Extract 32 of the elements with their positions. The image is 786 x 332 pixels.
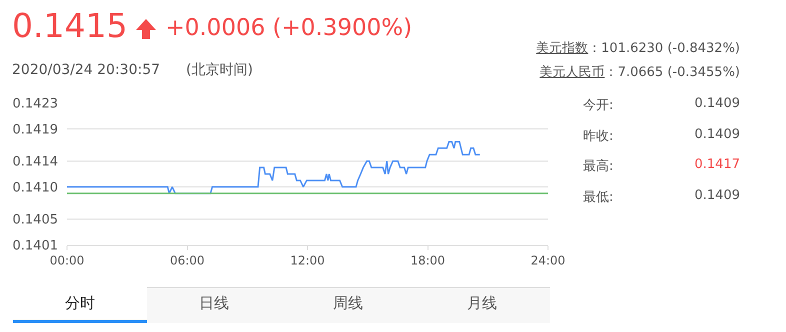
x-tick-label: 18:00 xyxy=(410,253,446,268)
x-tick-label: 24:00 xyxy=(530,253,566,268)
text: 日线 xyxy=(199,294,229,312)
text: 月线 xyxy=(467,294,497,312)
text: 美元人民币 xyxy=(540,65,605,80)
x-tick-label: 12:00 xyxy=(290,253,325,268)
text: ：101.6230 (-0.8432%) xyxy=(588,41,740,56)
y-tick-label: 0.1414 xyxy=(12,154,58,170)
text: 最高: xyxy=(583,159,614,174)
text: ：7.0665 (-0.3455%) xyxy=(604,65,740,80)
line-series xyxy=(67,140,481,194)
text: 2020/03/24 20:30:57 xyxy=(12,62,160,78)
text: 昨收: xyxy=(583,128,614,144)
text: 分时 xyxy=(65,294,95,312)
text: 周线 xyxy=(333,294,363,312)
text: 0.1417 xyxy=(694,157,740,172)
text: 美元指数 xyxy=(536,41,588,56)
text: 今开: xyxy=(583,98,614,113)
x-tick-label: 00:00 xyxy=(50,253,84,268)
x-tick-label: 06:00 xyxy=(170,253,205,268)
text: 最低: xyxy=(583,190,614,204)
y-tick-label: 0.1423 xyxy=(12,96,58,112)
y-tick-label: 0.1401 xyxy=(12,238,58,254)
y-tick-label: 0.1419 xyxy=(12,122,58,138)
text: 0.1409 xyxy=(694,188,740,202)
y-tick-label: 0.1410 xyxy=(12,180,58,196)
text: 0.1409 xyxy=(694,96,740,111)
text: +0.0006 (+0.3900%) xyxy=(165,14,412,40)
text: 0.1409 xyxy=(694,126,740,142)
text: (北京时间) xyxy=(186,62,253,78)
y-tick-label: 0.1405 xyxy=(12,212,58,228)
text: 0.1415 xyxy=(12,6,128,45)
